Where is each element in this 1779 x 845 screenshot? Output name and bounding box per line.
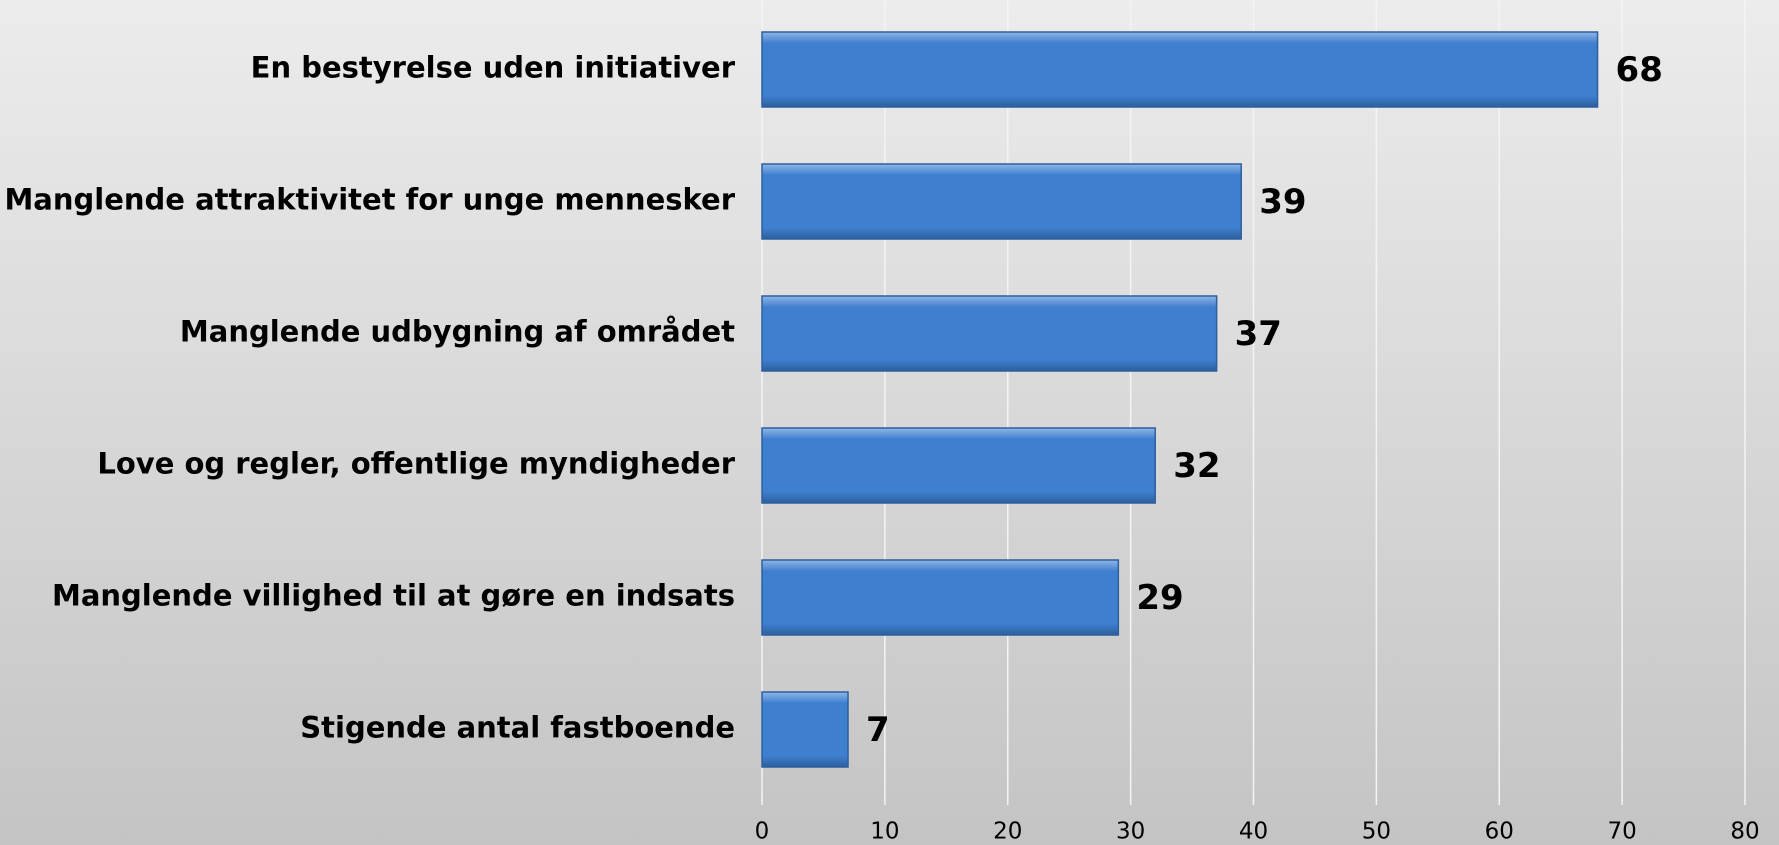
x-tick-label: 20 <box>993 819 1022 845</box>
bar <box>761 427 1156 504</box>
category-label: Stigende antal fastboende <box>300 711 735 745</box>
x-tick-label: 0 <box>755 819 770 845</box>
x-tick-label: 10 <box>870 819 899 845</box>
x-tick-label: 80 <box>1730 819 1759 845</box>
value-label: 37 <box>1235 314 1282 354</box>
x-tick-label: 70 <box>1607 819 1636 845</box>
category-label: En bestyrelse uden initiativer <box>251 51 736 85</box>
value-label: 32 <box>1173 446 1220 486</box>
category-label: Manglende attraktivitet for unge mennesk… <box>4 183 735 217</box>
value-label: 29 <box>1136 578 1183 618</box>
value-label: 39 <box>1259 182 1306 222</box>
value-label: 68 <box>1616 50 1663 90</box>
bar <box>761 559 1120 636</box>
x-tick-label: 50 <box>1362 819 1391 845</box>
value-label: 7 <box>866 710 890 750</box>
bar <box>761 295 1218 372</box>
x-tick-label: 60 <box>1485 819 1514 845</box>
bar <box>761 163 1242 240</box>
x-tick-label: 30 <box>1116 819 1145 845</box>
bar <box>761 31 1599 108</box>
category-label: Love og regler, offentlige myndigheder <box>97 447 735 481</box>
category-label: Manglende villighed til at gøre en indsa… <box>52 579 735 613</box>
x-tick-label: 40 <box>1239 819 1268 845</box>
bar <box>761 691 849 768</box>
category-label: Manglende udbygning af området <box>180 315 735 349</box>
